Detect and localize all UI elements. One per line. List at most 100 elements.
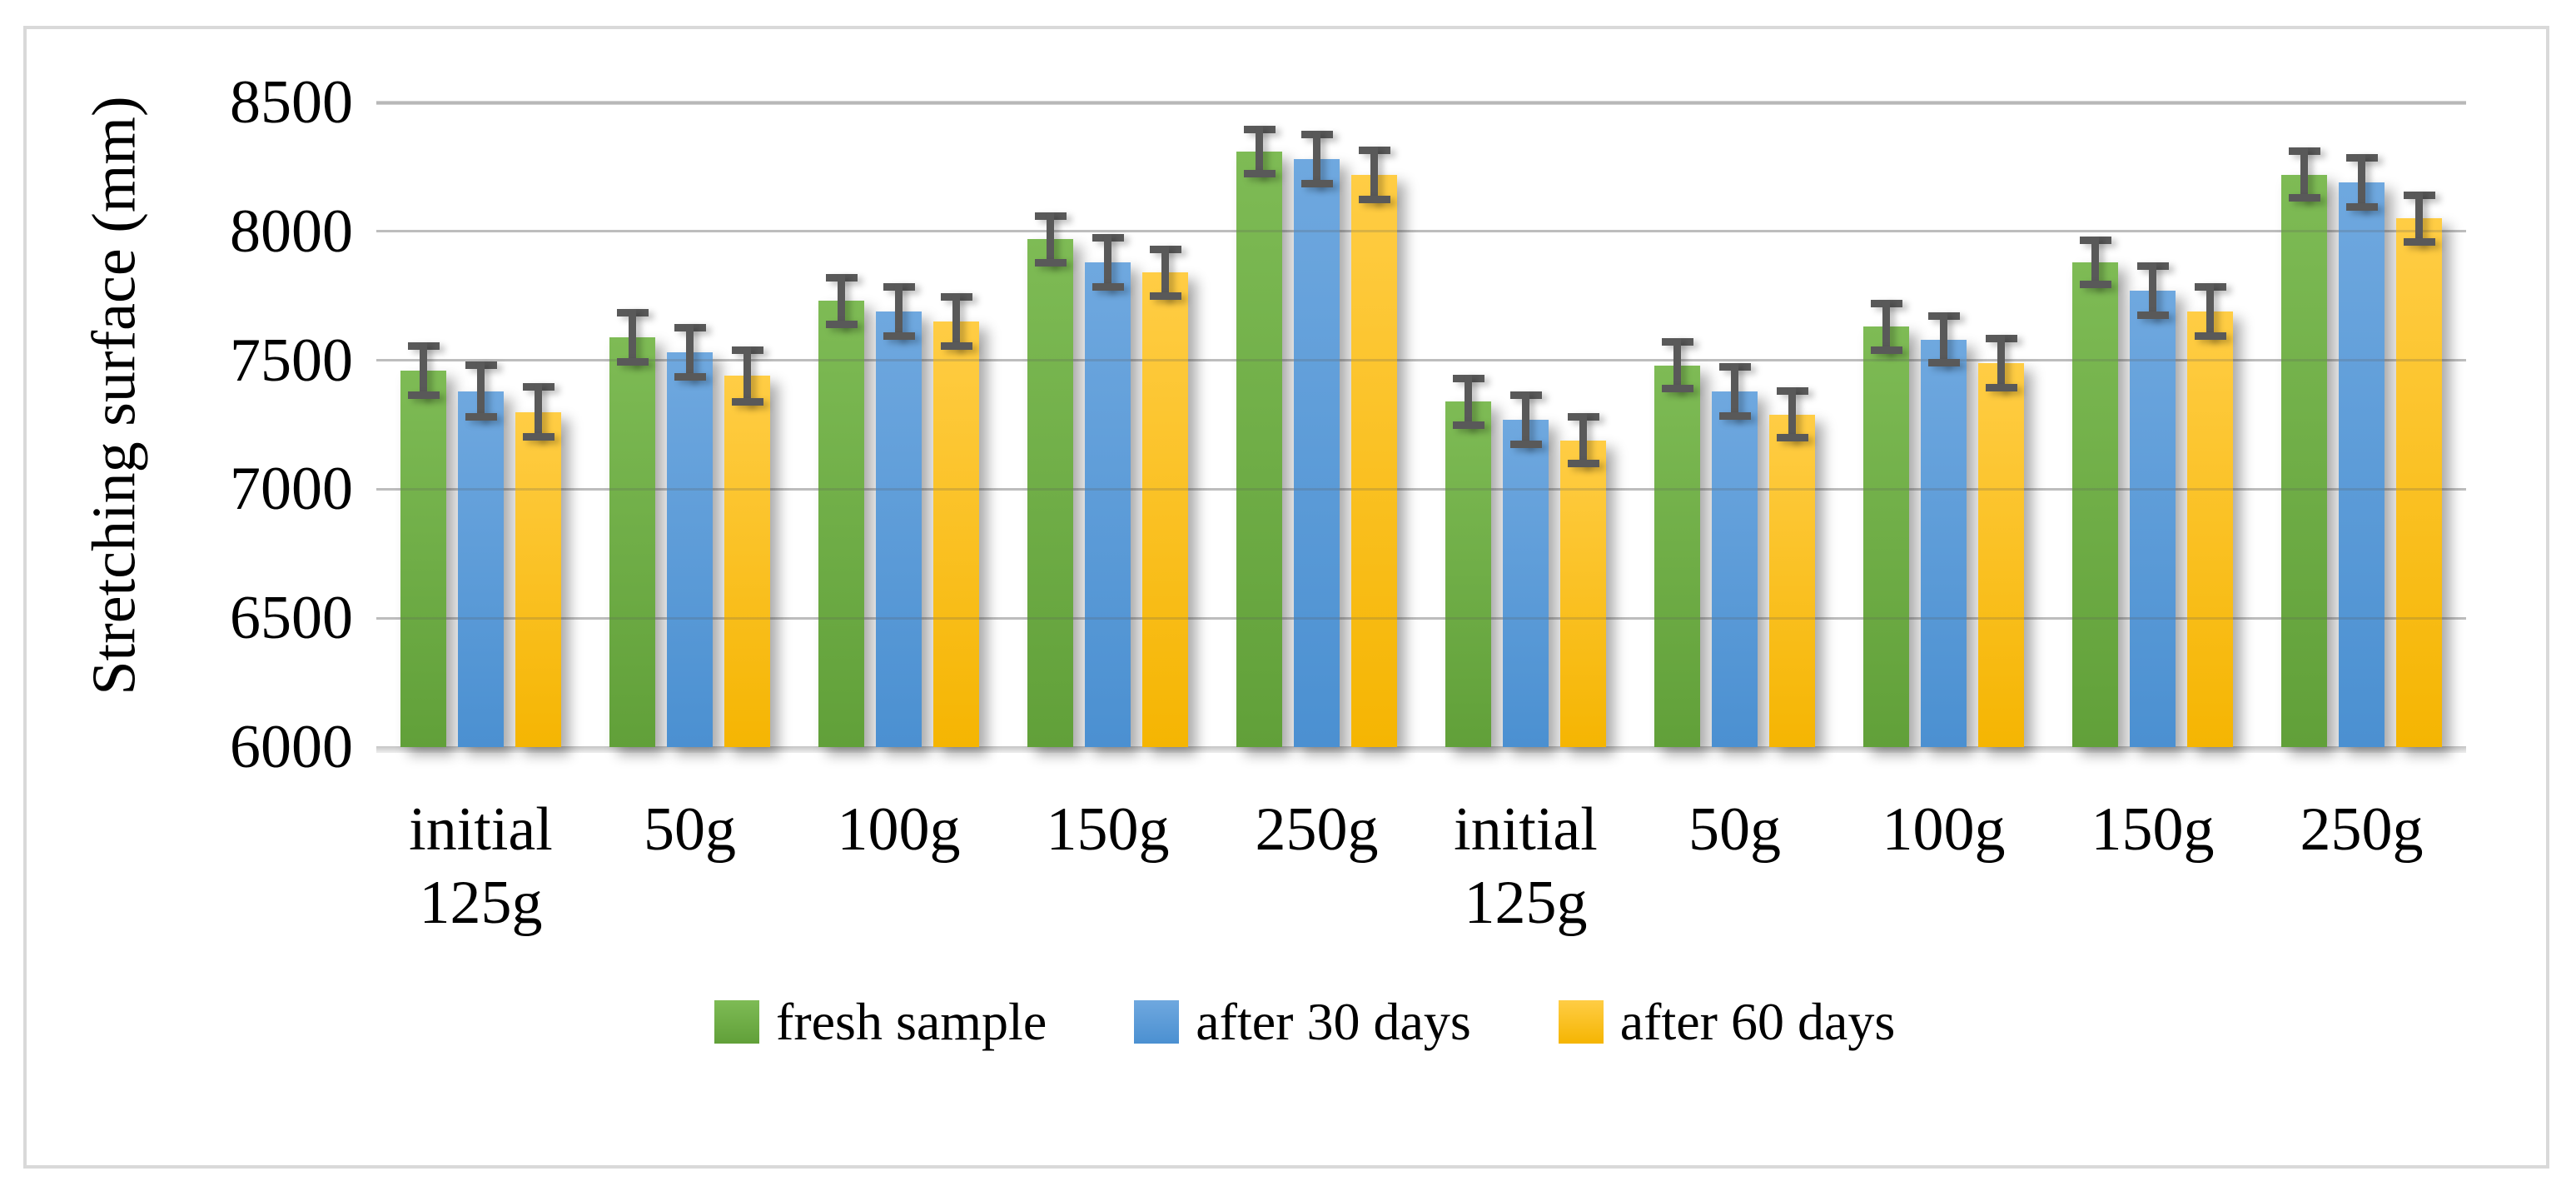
error-bar (731, 346, 763, 406)
error-bar-stem (2300, 147, 2308, 202)
bar-after-30-days-2 (876, 311, 922, 747)
bar-fresh-sample-1 (609, 336, 655, 747)
bar-after-60-days-6 (1769, 414, 1815, 747)
bar-after-60-days-0 (515, 411, 561, 747)
x-category-label: 150g (983, 793, 1233, 866)
error-bar (2403, 191, 2435, 246)
error-bar-stem (1673, 338, 1681, 393)
error-bar-cap-bottom (1300, 180, 1333, 188)
x-category-label-line: 250g (1255, 795, 1379, 864)
legend-label: after 60 days (1619, 992, 1896, 1051)
bar-after-60-days-8 (2187, 311, 2233, 747)
x-category-label: 100g (774, 793, 1024, 866)
error-bar (883, 282, 915, 340)
bar-fresh-sample-4 (1236, 151, 1282, 747)
y-tick-label: 7500 (230, 326, 353, 395)
error-bar-stem (1788, 387, 1796, 442)
bar-fresh-sample-7 (1863, 326, 1909, 747)
error-bar (2079, 236, 2111, 288)
legend-item-after-30-days: after 30 days (1134, 993, 1471, 1051)
error-bar-cap-bottom (1870, 346, 1902, 354)
error-bar-cap-bottom (1243, 169, 1276, 177)
error-bar-cap-bottom (674, 373, 706, 381)
error-bar-stem (1940, 312, 1947, 367)
error-bar (1661, 338, 1693, 393)
gridline (376, 359, 2466, 362)
bar-after-30-days-0 (458, 391, 504, 747)
error-bar (465, 361, 497, 421)
bar-after-60-days-4 (1351, 174, 1397, 747)
error-bar (2345, 153, 2378, 212)
bar-fresh-sample-9 (2281, 174, 2327, 747)
error-bar-stem (1104, 233, 1111, 291)
legend-label: fresh sample (776, 992, 1047, 1051)
error-bar-stem (1161, 245, 1169, 300)
error-bar (674, 324, 706, 381)
error-bar-cap-bottom (1034, 258, 1067, 267)
x-category-label-line: 100g (837, 795, 961, 864)
x-category-label: initial 125g (356, 793, 606, 939)
x-category-label: 250g (1192, 793, 1442, 866)
x-category-label-line: initial (409, 795, 553, 864)
error-bar-stem (420, 341, 427, 400)
error-bar-stem (2149, 262, 2156, 320)
error-bar-stem (2358, 153, 2365, 212)
error-bar (1509, 391, 1542, 448)
error-bar-cap-bottom (1718, 411, 1751, 420)
error-bar (2136, 262, 2169, 320)
error-bar-cap-bottom (2288, 194, 2320, 202)
error-bar-stem (1522, 391, 1529, 448)
bar-after-30-days-8 (2130, 291, 2176, 747)
gridline (376, 101, 2466, 105)
error-bar-stem (1882, 299, 1890, 354)
x-category-label: initial 125g (1401, 793, 1651, 939)
error-bar (2194, 282, 2226, 340)
gridline-overlay (376, 101, 2466, 104)
error-bar (1776, 387, 1808, 442)
x-category-label-line: 100g (1882, 795, 2006, 864)
bar-fresh-sample-8 (2072, 262, 2118, 747)
error-bar-stem (1256, 125, 1263, 177)
error-bar-cap-bottom (940, 342, 972, 351)
error-bar (940, 293, 972, 351)
gridline-overlay (376, 487, 2466, 491)
error-bar (1149, 245, 1181, 300)
bar-after-30-days-3 (1085, 262, 1131, 747)
error-bar (1034, 212, 1067, 267)
bar-after-30-days-5 (1503, 419, 1549, 747)
y-tick-label: 8000 (230, 197, 353, 266)
x-category-label: 50g (1610, 793, 1860, 866)
bar-fresh-sample-5 (1445, 401, 1491, 747)
error-bar-cap-bottom (616, 357, 649, 366)
error-bar-stem (1731, 362, 1738, 420)
error-bar (1870, 299, 1902, 354)
plot-area (376, 101, 2466, 753)
y-tick-label: 6500 (230, 584, 353, 653)
error-bar-stem (2206, 282, 2214, 340)
error-bar-cap-bottom (1358, 195, 1390, 203)
bar-after-30-days-1 (667, 352, 713, 747)
bar-fresh-sample-2 (818, 301, 864, 747)
legend-swatch-blue (1134, 1000, 1180, 1044)
legend-item-after-60-days: after 60 days (1558, 992, 1896, 1051)
error-bar (1452, 374, 1484, 429)
gridline-overlay (376, 359, 2466, 362)
error-bar (1358, 146, 1390, 203)
gridline (376, 616, 2466, 620)
error-bar (407, 341, 440, 400)
error-bar-stem (1313, 131, 1320, 188)
bar-after-60-days-3 (1142, 272, 1188, 747)
error-bar-stem (952, 293, 960, 351)
x-category-label-line: 150g (2091, 795, 2215, 864)
bar-after-30-days-6 (1712, 391, 1758, 747)
error-bar-cap-bottom (522, 432, 554, 441)
x-category-label-line: 150g (1046, 795, 1170, 864)
error-bar-cap-bottom (465, 413, 497, 421)
legend-swatch-green (714, 1000, 759, 1044)
x-category-label: 100g (1819, 793, 2069, 866)
error-bar-stem (2415, 191, 2423, 246)
legend: fresh sample after 30 days after 60 days (714, 993, 1895, 1051)
legend-label: after 30 days (1196, 992, 1471, 1051)
error-bar-stem (1047, 212, 1054, 267)
